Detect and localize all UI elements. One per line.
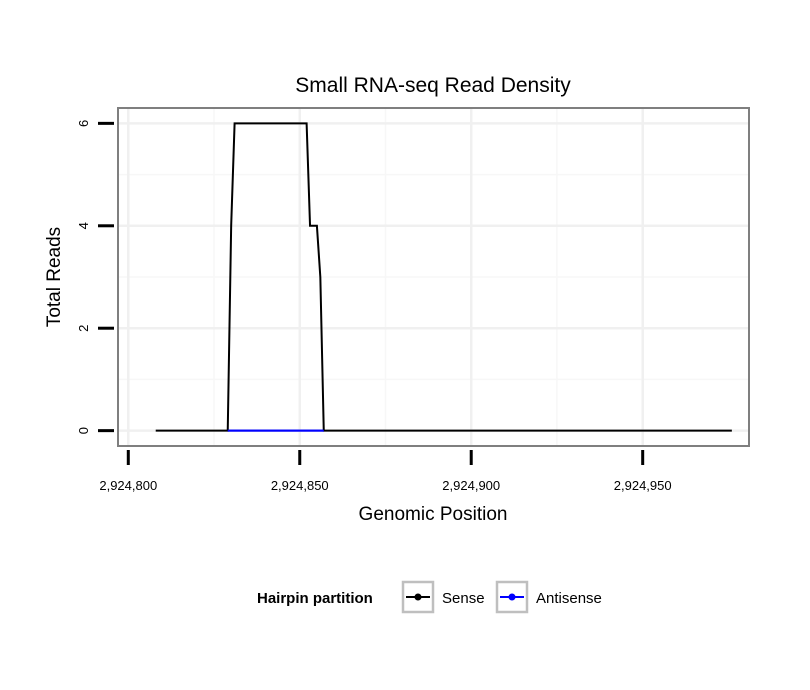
y-tick-label-1: 2	[76, 325, 91, 332]
series-lines	[155, 122, 732, 432]
legend-point-antisense	[508, 593, 516, 601]
y-tick-label-3: 6	[76, 120, 91, 127]
x-tick-label-2: 2,924,900	[442, 478, 500, 493]
x-axis: 2,924,800 2,924,850 2,924,900 2,924,950	[99, 450, 672, 493]
legend-label-antisense: Antisense	[536, 590, 602, 607]
plot-border	[117, 107, 750, 447]
x-tick-label-3: 2,924,950	[614, 478, 672, 493]
y-axis: 0 2 4 6	[76, 120, 114, 434]
x-tick-label-1: 2,924,850	[271, 478, 329, 493]
legend-item-sense: Sense	[401, 580, 485, 614]
legend-label-sense: Sense	[442, 590, 485, 607]
y-axis-title: Total Reads	[44, 227, 65, 327]
legend-title: Hairpin partition	[257, 590, 373, 607]
x-axis-title: Genomic Position	[359, 504, 508, 525]
x-tick-label-0: 2,924,800	[99, 478, 157, 493]
y-tick-label-2: 4	[76, 222, 91, 229]
chart-title: Small RNA-seq Read Density	[295, 74, 571, 97]
legend-item-antisense: Antisense	[495, 580, 602, 614]
y-tick-label-0: 0	[76, 427, 91, 434]
legend: Hairpin partition Sense Antisense	[257, 580, 602, 614]
legend-point-sense	[414, 593, 422, 601]
series-line-sense	[155, 122, 732, 432]
